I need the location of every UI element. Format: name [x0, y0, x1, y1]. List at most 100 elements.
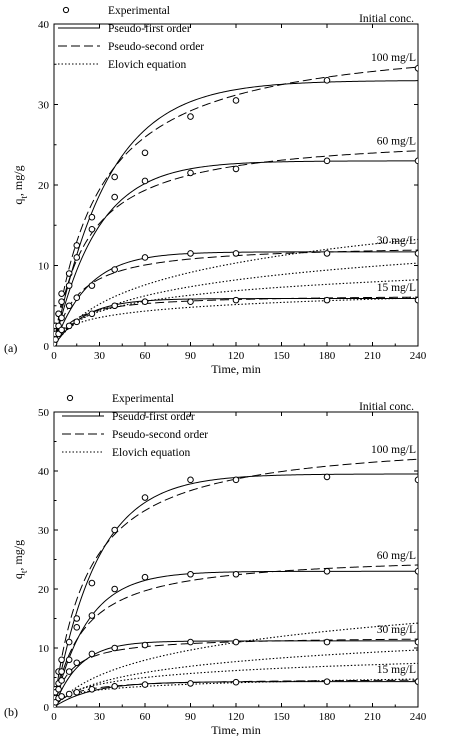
data-point — [232, 296, 240, 304]
data-point — [73, 624, 81, 631]
data-point — [58, 298, 65, 306]
data-point — [111, 302, 118, 310]
data-point — [65, 302, 73, 310]
data-point — [141, 298, 149, 306]
legend-label: Pseudo-first order — [108, 23, 191, 35]
x-tick-label: 150 — [273, 711, 290, 723]
panel-label: (a) — [4, 341, 17, 355]
data-point — [323, 678, 331, 685]
x-tick-label: 0 — [51, 711, 57, 723]
data-point — [187, 169, 194, 177]
fit-curve-elovich — [54, 649, 418, 707]
series-group — [54, 64, 418, 346]
x-tick-label: 90 — [185, 350, 197, 362]
fit-curve-elovich — [54, 279, 418, 346]
x-tick-label: 60 — [140, 350, 152, 362]
series-label: 15 mg/L — [377, 664, 416, 676]
chart-panel-a: 0 30 60 90 120 150 180 210 240 0 10 20 30 40 Time, min… — [4, 5, 427, 376]
legend-label: Elovich equation — [108, 59, 186, 71]
x-tick-label: 120 — [228, 350, 245, 362]
data-point — [73, 615, 81, 622]
fit-curve-elovich — [54, 678, 418, 707]
data-point — [141, 254, 149, 261]
series-label: 100 mg/L — [371, 52, 416, 64]
x-tick-label: 180 — [319, 711, 336, 723]
data-point — [88, 612, 96, 619]
x-tick-label: 210 — [364, 711, 381, 723]
data-point — [88, 650, 96, 658]
y-tick-label: 50 — [38, 407, 50, 419]
data-point — [323, 638, 331, 646]
data-point — [232, 638, 240, 646]
legend-label: Pseudo-second order — [108, 41, 204, 53]
series-label: 60 mg/L — [377, 550, 416, 562]
data-point — [187, 113, 194, 120]
series-label: 30 mg/L — [377, 624, 416, 636]
legend-label: Pseudo-second order — [112, 429, 208, 441]
data-point — [187, 250, 194, 257]
data-point — [232, 250, 240, 257]
legend-label: Experimental — [108, 5, 170, 17]
data-point — [73, 318, 81, 326]
data-point — [111, 683, 118, 690]
x-tick-label: 240 — [410, 350, 427, 362]
data-point — [187, 298, 194, 306]
data-point — [73, 242, 81, 249]
data-point — [141, 149, 149, 157]
x-tick-label: 30 — [94, 711, 106, 723]
data-point — [414, 678, 418, 685]
fit-curve-pfo — [54, 160, 418, 346]
data-point — [323, 77, 331, 84]
chart-panel-b: 0 30 60 90 120 150 180 210 240 0 10 20 30 40 50 Time, m… — [4, 393, 427, 737]
fit-curve-pso — [54, 638, 418, 707]
x-tick-label: 0 — [51, 350, 57, 362]
fit-curve-elovich — [54, 662, 418, 707]
panel-label: (b) — [4, 705, 18, 719]
legend-label: Pseudo-first order — [112, 411, 195, 423]
data-point — [58, 326, 65, 334]
plot-frame — [53, 411, 419, 708]
data-point — [323, 157, 331, 165]
data-point — [187, 638, 194, 646]
x-axis-label: Time, min — [211, 723, 261, 737]
series-group — [54, 564, 418, 707]
data-point — [111, 585, 118, 593]
data-point — [414, 296, 418, 304]
data-point — [111, 193, 118, 201]
data-point — [414, 568, 418, 575]
fit-curve-pso — [54, 296, 418, 346]
data-point — [141, 177, 149, 185]
y-tick-label: 30 — [38, 525, 50, 537]
data-point — [232, 570, 240, 578]
data-point — [73, 294, 81, 302]
y-tick-label: 0 — [44, 341, 50, 353]
legend-marker-experimental — [62, 6, 70, 14]
data-point — [58, 668, 65, 675]
y-tick-label: 40 — [38, 466, 50, 478]
data-point — [323, 250, 331, 257]
data-point — [65, 322, 73, 330]
data-point — [111, 266, 118, 273]
x-tick-label: 30 — [94, 350, 106, 362]
data-point — [54, 336, 59, 343]
fit-curve-pso — [54, 66, 418, 346]
data-point — [414, 638, 418, 646]
fit-curve-pfo — [54, 473, 418, 707]
data-point — [58, 677, 65, 684]
fit-curve-pso — [54, 150, 418, 346]
legend-marker-experimental — [66, 394, 74, 402]
x-tick-label: 120 — [228, 711, 245, 723]
fit-curve-pso — [54, 564, 418, 707]
data-point — [323, 296, 331, 304]
data-point — [232, 678, 240, 686]
x-tick-label: 90 — [185, 711, 197, 723]
data-point — [187, 680, 194, 687]
data-point — [55, 686, 62, 693]
y-tick-label: 30 — [38, 100, 50, 112]
series-group — [54, 638, 418, 707]
fit-curve-elovich — [54, 262, 418, 346]
data-point — [414, 250, 418, 257]
series-label: 60 mg/L — [377, 136, 416, 148]
data-point — [88, 213, 96, 221]
data-point — [141, 494, 149, 501]
